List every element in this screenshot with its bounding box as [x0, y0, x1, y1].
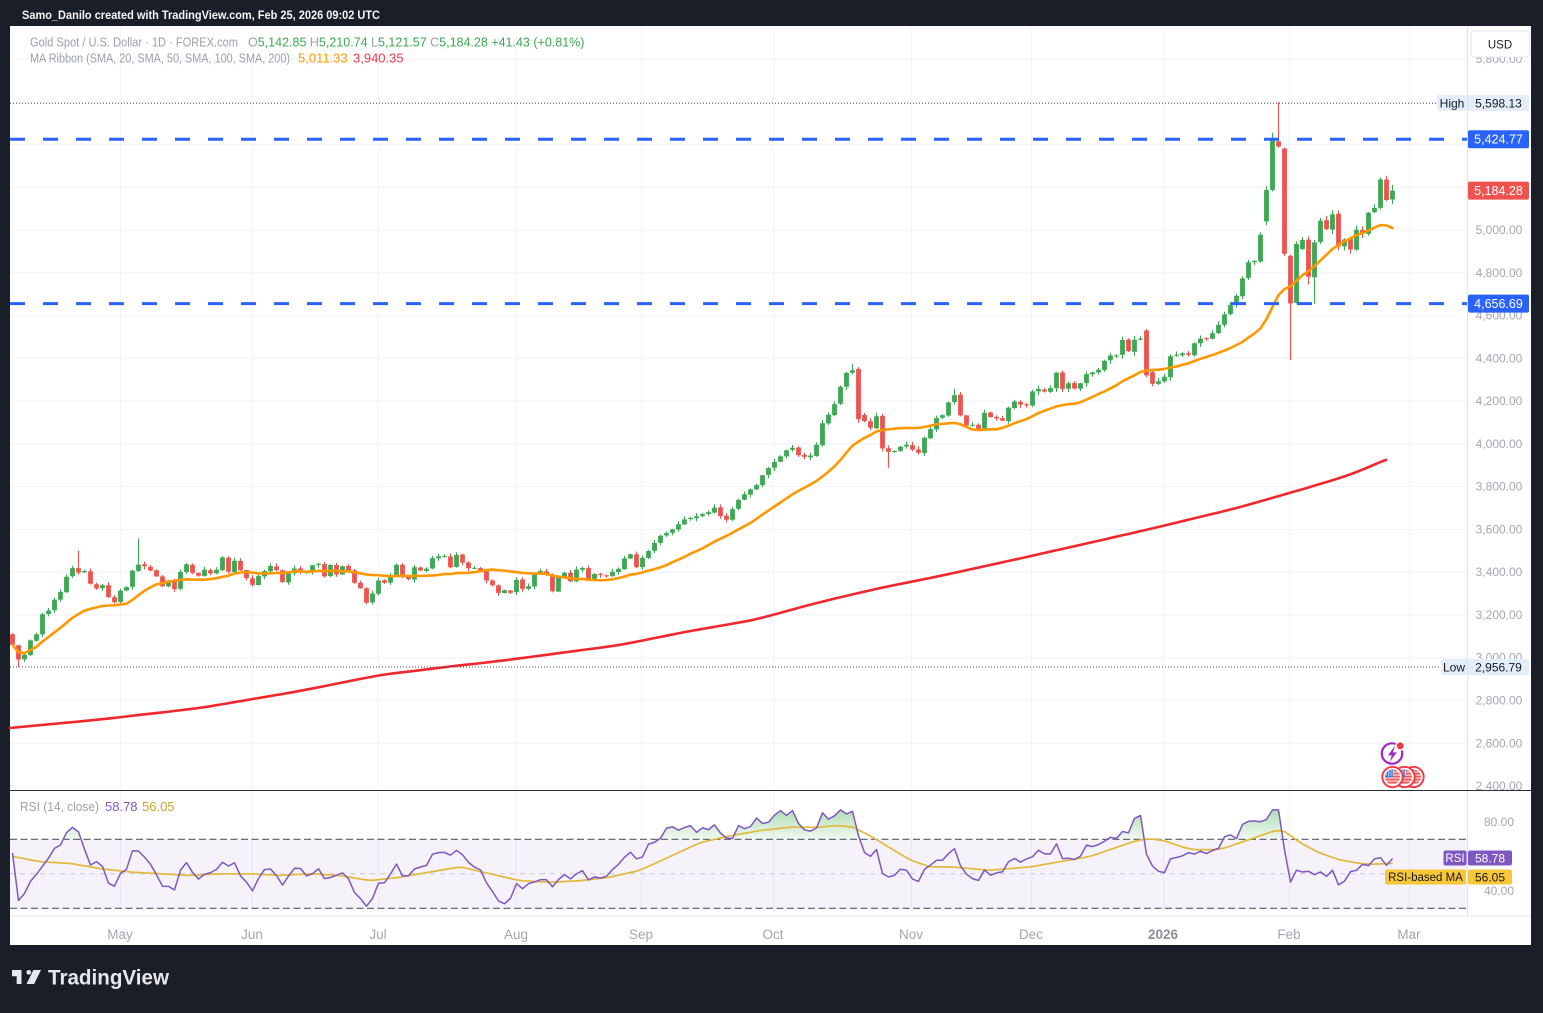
svg-text:58.78: 58.78 — [1475, 851, 1505, 865]
svg-text:58.78: 58.78 — [105, 799, 138, 814]
svg-text:4,200.00: 4,200.00 — [1476, 394, 1523, 408]
svg-text:RSI (14, close): RSI (14, close) — [20, 799, 99, 814]
svg-text:4,656.69: 4,656.69 — [1474, 297, 1523, 311]
svg-text:4,000.00: 4,000.00 — [1476, 437, 1523, 451]
svg-text:2,600.00: 2,600.00 — [1476, 736, 1523, 750]
svg-text:High: High — [1440, 96, 1465, 110]
svg-text:2,956.79: 2,956.79 — [1475, 660, 1522, 674]
svg-text:5,598.13: 5,598.13 — [1475, 96, 1522, 110]
svg-text:3,400.00: 3,400.00 — [1476, 565, 1523, 579]
svg-text:5,000.00: 5,000.00 — [1476, 223, 1523, 237]
svg-text:MA Ribbon (SMA, 20, SMA, 50, S: MA Ribbon (SMA, 20, SMA, 50, SMA, 100, S… — [30, 51, 290, 66]
svg-text:Oct: Oct — [762, 927, 783, 942]
svg-text:2,800.00: 2,800.00 — [1476, 694, 1523, 708]
svg-text:3,200.00: 3,200.00 — [1476, 608, 1523, 622]
svg-text:O5,142.85 H5,210.74 L5,121.57: O5,142.85 H5,210.74 L5,121.57 C5,184.28 … — [248, 36, 584, 50]
svg-text:5,184.28: 5,184.28 — [1474, 184, 1523, 198]
svg-text:Nov: Nov — [899, 927, 923, 942]
svg-text:3,940.35: 3,940.35 — [353, 51, 404, 66]
svg-text:5,424.77: 5,424.77 — [1474, 133, 1523, 147]
svg-text:Dec: Dec — [1019, 927, 1043, 942]
svg-text:USD: USD — [1488, 40, 1512, 52]
svg-text:56.05: 56.05 — [1475, 870, 1505, 884]
svg-text:Low: Low — [1443, 660, 1465, 674]
svg-text:May: May — [107, 927, 133, 942]
svg-text:2026: 2026 — [1148, 927, 1179, 942]
svg-text:40.00: 40.00 — [1484, 884, 1514, 898]
svg-text:RSI: RSI — [1445, 853, 1464, 865]
svg-text:2,400.00: 2,400.00 — [1476, 779, 1523, 793]
svg-text:Feb: Feb — [1277, 927, 1300, 942]
svg-text:3,800.00: 3,800.00 — [1476, 480, 1523, 494]
svg-text:3,600.00: 3,600.00 — [1476, 522, 1523, 536]
svg-text:Jun: Jun — [241, 927, 263, 942]
svg-text:Samo_Danilo created with Tradi: Samo_Danilo created with TradingView.com… — [22, 8, 380, 22]
svg-text:80.00: 80.00 — [1484, 815, 1514, 829]
svg-text:Jul: Jul — [369, 927, 386, 942]
svg-text:Sep: Sep — [629, 927, 653, 942]
svg-text:4,800.00: 4,800.00 — [1476, 266, 1523, 280]
svg-text:56.05: 56.05 — [142, 799, 175, 814]
svg-text:TradingView: TradingView — [48, 967, 170, 990]
svg-text:Aug: Aug — [504, 927, 528, 942]
svg-text:Gold Spot / U.S. Dollar · 1D ·: Gold Spot / U.S. Dollar · 1D · FOREX.com — [30, 35, 238, 50]
svg-text:Mar: Mar — [1397, 927, 1421, 942]
svg-text:5,011.33: 5,011.33 — [298, 51, 348, 66]
svg-text:4,400.00: 4,400.00 — [1476, 351, 1523, 365]
svg-text:RSI-based MA: RSI-based MA — [1388, 872, 1463, 884]
